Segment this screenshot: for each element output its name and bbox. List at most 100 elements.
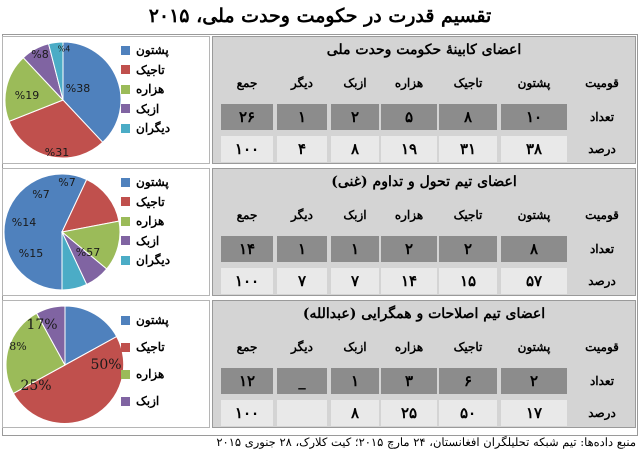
table-cell: ۸ (331, 400, 379, 426)
column-header: ازبک (343, 208, 367, 222)
legend-swatch (121, 104, 130, 113)
table-cell: ۸ (501, 236, 567, 262)
pie-slice-tajik (61, 178, 120, 233)
legend-label: هزاره (136, 367, 165, 381)
legend-item-tajik: تاجیک (121, 193, 211, 211)
column-header: قومیت (585, 208, 619, 222)
legend-swatch (121, 369, 130, 379)
table-cell: ۵ (381, 104, 437, 130)
column-header: هزاره (394, 76, 424, 90)
table-cell: ۱۲ (221, 368, 273, 394)
legend-swatch (121, 84, 130, 94)
pie-data-label: %14 (12, 216, 36, 229)
column-header: پشتون (517, 208, 551, 222)
table-cell: ۱۴ (221, 236, 273, 262)
column-header: پشتون (517, 340, 551, 354)
table-cell: ۳۱ (439, 136, 497, 162)
table-row: تعداد ۲ ۶ ۳ ۱ _ ۱۲ (213, 365, 635, 395)
legend-label: پشتون (136, 43, 169, 57)
legend-label: تاجیک (136, 340, 165, 354)
pie-slice-hazara (5, 312, 66, 395)
pie-slice-pashtun (62, 41, 122, 143)
pie-data-label: %31 (45, 146, 69, 159)
pie-slice-hazara (60, 220, 121, 270)
legend-item-other: دیگران (121, 251, 211, 269)
table-cell: ۱ (277, 236, 327, 262)
table-cell: ۵۰ (439, 400, 497, 426)
pie-slice-uzbek (35, 305, 66, 366)
column-header: ازبک (343, 76, 367, 90)
table-row: تعداد ۱۰ ۸ ۵ ۲ ۱ ۲۶ (213, 101, 635, 131)
table-cell: ۴ (277, 136, 327, 162)
table-cell: ۲ (331, 104, 379, 130)
legend-item-other: دیگران (121, 119, 211, 137)
row-label: درصد (588, 274, 616, 288)
legend-label: ازبک (136, 233, 160, 248)
column-header: دیگر (291, 340, 313, 354)
legend-item-uzbek: ازبک (121, 392, 211, 410)
pie-data-label: %19 (15, 89, 39, 102)
table-cell: ۸ (439, 104, 497, 130)
column-header: جمع (236, 340, 258, 354)
pie-data-label: %7 (58, 176, 75, 189)
legend-label: تاجیک (136, 194, 165, 209)
pie-data-label: %7 (32, 188, 49, 201)
legend-swatch (121, 396, 130, 406)
pie-slice-pashtun (64, 305, 118, 366)
table-row: درصد ۵۷ ۱۵ ۱۴ ۷ ۷ ۱۰۰ (213, 265, 635, 295)
column-header: ازبک (343, 340, 367, 354)
legend-swatch (121, 197, 130, 206)
table-cell: ۱۴ (381, 268, 437, 294)
column-header: تاجیک (453, 76, 483, 90)
pie-slice-pashtun (3, 173, 88, 291)
table-cell: ۱۹ (381, 136, 437, 162)
column-header: قومیت (585, 76, 619, 90)
page-title: تقسیم قدرت در حکومت وحدت ملی، ۲۰۱۵ (148, 5, 492, 27)
table-cell: _ (277, 368, 327, 394)
pie-svg: 17% 50% 25% 8% (5, 305, 125, 424)
table-cell: ۳۸ (501, 136, 567, 162)
legend-item-pashtun: پشتون (121, 41, 211, 59)
row-label: تعداد (589, 242, 615, 256)
legend-label: تاجیک (136, 62, 165, 77)
pie-slice-hazara (4, 57, 64, 122)
pie-slice-tajik (12, 335, 125, 424)
column-header: دیگر (291, 76, 313, 90)
legend-swatch (121, 315, 130, 325)
legend-item-hazara: هزاره (121, 365, 211, 383)
legend-item-tajik: تاجیک (121, 338, 211, 356)
pie-data-label: 50% (90, 357, 121, 373)
table-cell: ۱۵ (439, 268, 497, 294)
table-cell: ۱۰ (501, 104, 567, 130)
table-abdullah-team: اعضای تیم اصلاحات و همگرایی (عبدالله) قوم… (212, 300, 636, 428)
column-header: دیگر (291, 208, 313, 222)
pie-data-label: 25% (20, 378, 51, 394)
pie-data-label: %4 (58, 45, 71, 54)
legend-label: دیگران (136, 253, 171, 267)
pie-slice-tajik (8, 99, 104, 159)
column-header: هزاره (394, 208, 424, 222)
pie-chart-abdullah-team: 17% 50% 25% 8% پشتون تاجیک هزاره ازبک (2, 300, 210, 428)
legend-item-uzbek: ازبک (121, 232, 211, 250)
table-cell: ۱۰۰ (221, 136, 273, 162)
table-ghani-team: اعضای تیم تحول و تداوم (غنی) قومیت پشتون تا… (212, 168, 636, 296)
column-header: پشتون (517, 76, 551, 90)
legend-label: پشتون (136, 175, 169, 189)
table-header-row: قومیت پشتون تاجیک هزاره ازبک دیگر جمع (213, 331, 635, 361)
legend-swatch (121, 65, 130, 74)
table-cell: ۱۷ (501, 400, 567, 426)
legend-swatch (121, 123, 130, 133)
row-label: درصد (588, 142, 616, 156)
pie-data-label: %15 (19, 247, 43, 260)
table-cell: ۳ (381, 368, 437, 394)
legend-label: پشتون (136, 313, 169, 327)
column-header: تاجیک (453, 340, 483, 354)
table-cell: ۵۷ (501, 268, 567, 294)
legend-label: دیگران (136, 121, 171, 135)
pie-data-label: 17% (26, 317, 57, 333)
table-cell: ۲ (381, 236, 437, 262)
table-cell: ۲۶ (221, 104, 273, 130)
legend-label: هزاره (136, 214, 165, 228)
table-row: درصد ۳۸ ۳۱ ۱۹ ۸ ۴ ۱۰۰ (213, 133, 635, 163)
legend-swatch (121, 45, 130, 55)
